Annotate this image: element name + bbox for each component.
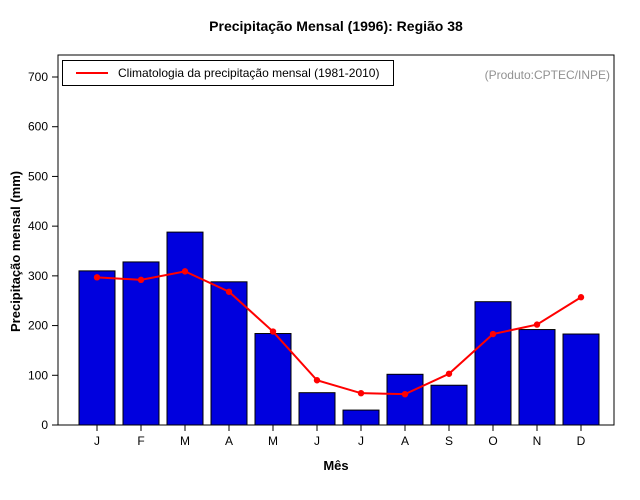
precip-bar <box>562 333 600 426</box>
x-tick-label: A <box>225 434 233 448</box>
y-tick-label: 400 <box>28 219 48 233</box>
y-tick-label: 200 <box>28 319 48 333</box>
climatology-point <box>489 330 497 338</box>
x-tick-label: J <box>94 434 100 448</box>
precip-bar <box>342 409 380 426</box>
product-annotation: (Produto:CPTEC/INPE) <box>484 68 610 82</box>
climatology-line <box>96 270 582 396</box>
y-tick-label: 300 <box>28 269 48 283</box>
y-tick-label: 100 <box>28 368 48 382</box>
legend-label: Climatologia da precipitação mensal (198… <box>118 66 380 80</box>
x-tick-label: S <box>445 434 453 448</box>
y-tick-label: 0 <box>41 418 48 432</box>
x-tick-label: A <box>401 434 409 448</box>
climatology-point <box>401 390 409 398</box>
y-tick-label: 500 <box>28 169 48 183</box>
y-tick-label: 700 <box>28 70 48 84</box>
y-axis-label: Precipitação mensal (mm) <box>8 170 23 332</box>
climatology-point <box>357 389 365 397</box>
precip-bar <box>210 281 248 426</box>
legend-line-icon <box>76 72 108 74</box>
climatology-point <box>181 268 189 275</box>
precip-bar <box>166 231 204 426</box>
x-axis-label: Mês <box>323 458 349 473</box>
precip-bar <box>254 333 292 426</box>
y-tick-label: 600 <box>28 120 48 134</box>
climatology-point <box>225 288 233 295</box>
x-tick-label: J <box>358 434 364 448</box>
x-tick-label: M <box>180 434 190 448</box>
plot-border <box>57 54 615 426</box>
x-tick-label: O <box>488 434 497 448</box>
precip-bar <box>430 384 468 426</box>
climatology-point <box>137 276 145 284</box>
x-tick-label: F <box>137 434 144 448</box>
x-tick-label: M <box>268 434 278 448</box>
precip-bar <box>386 373 424 426</box>
climatology-point <box>269 328 277 335</box>
x-tick-label: N <box>533 434 542 448</box>
precip-bar <box>78 270 116 426</box>
precip-bar <box>518 329 556 426</box>
chart-title: Precipitação Mensal (1996): Região 38 <box>209 18 463 34</box>
climatology-point <box>445 370 453 377</box>
precip-bar <box>298 392 336 426</box>
x-tick-label: J <box>314 434 320 448</box>
climatology-point <box>313 377 321 384</box>
climatology-point <box>533 321 541 328</box>
legend: Climatologia da precipitação mensal (198… <box>62 60 395 86</box>
precip-bar <box>122 261 160 426</box>
climatology-point <box>93 274 101 281</box>
precip-bar <box>474 301 512 426</box>
x-tick-label: D <box>577 434 586 448</box>
climatology-point <box>577 294 585 301</box>
